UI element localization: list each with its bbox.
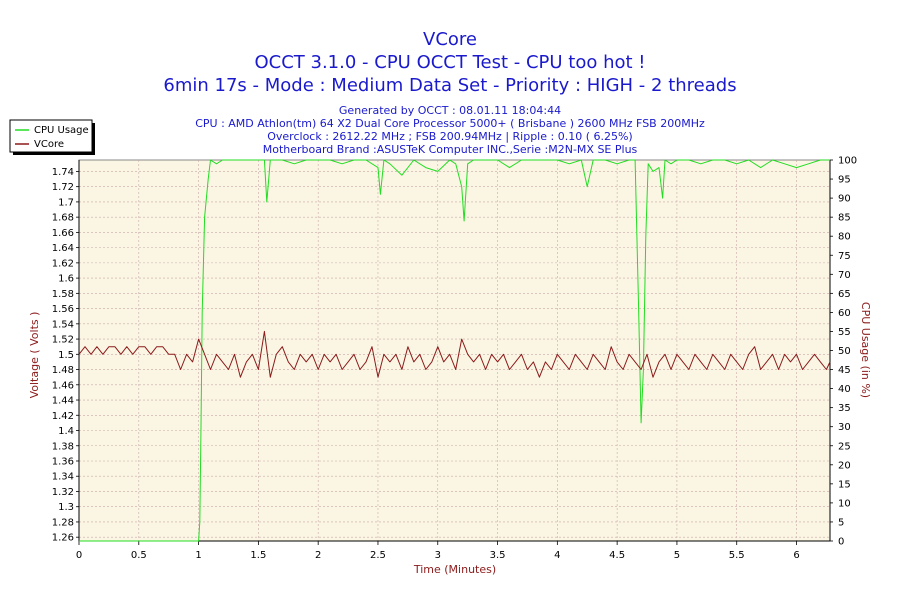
y-tick-label: 1.62: [52, 258, 74, 269]
x-tick-label: 0: [76, 550, 82, 561]
axis-ticks: 1.26 1.28 1.3 1.32 1.34 1.36 1.38 1.4 1.42 1.44 1.…: [52, 156, 857, 562]
legend-cpu-usage-label: CPU Usage: [34, 125, 89, 136]
y2-tick-label: 40: [838, 384, 851, 395]
series-lines: [78, 159, 831, 542]
y-tick-label: 1.56: [52, 304, 74, 315]
x-tick-label: 3: [435, 550, 441, 561]
y2-tick-label: 10: [838, 498, 851, 509]
chart-subtitle-2: 6min 17s - Mode : Medium Data Set - Prio…: [163, 75, 736, 96]
y2-tick-label: 60: [838, 308, 851, 319]
y-tick-label: 1.44: [52, 396, 74, 407]
y-tick-label: 1.6: [58, 274, 74, 285]
legend: CPU Usage VCore: [9, 119, 95, 155]
y-tick-label: 1.32: [52, 487, 74, 498]
y-tick-label: 1.28: [52, 517, 74, 528]
info-overclock: Overclock : 2612.22 MHz ; FSB 200.94MHz …: [267, 130, 632, 143]
y-tick-label: 1.74: [52, 167, 74, 178]
x-tick-label: 1.5: [250, 550, 266, 561]
x-tick-label: 4: [554, 550, 560, 561]
chart-title: VCore: [423, 29, 477, 50]
y-tick-label: 1.38: [52, 441, 74, 452]
y-tick-label: 1.68: [52, 213, 74, 224]
y2-tick-label: 5: [838, 517, 844, 528]
x-tick-label: 4.5: [609, 550, 625, 561]
info-cpu: CPU : AMD Athlon(tm) 64 X2 Dual Core Pro…: [195, 117, 705, 130]
y-tick-label: 1.42: [52, 411, 74, 422]
y-tick-label: 1.64: [52, 243, 74, 254]
y2-tick-label: 80: [838, 232, 851, 243]
legend-vcore-label: VCore: [34, 139, 64, 150]
x-tick-label: 6: [793, 550, 799, 561]
y-tick-label: 1.48: [52, 365, 74, 376]
y-axis-label: Voltage ( Volts ): [28, 312, 41, 399]
y-tick-label: 1.72: [52, 182, 74, 193]
info-motherboard: Motherboard Brand :ASUSTeK Computer INC.…: [263, 143, 638, 156]
y2-tick-label: 15: [838, 479, 851, 490]
y2-tick-label: 0: [838, 537, 844, 548]
y2-tick-label: 95: [838, 175, 851, 186]
y2-tick-label: 50: [838, 346, 851, 357]
y-tick-label: 1.52: [52, 335, 74, 346]
chart-subtitle-1: OCCT 3.1.0 - CPU OCCT Test - CPU too hot…: [254, 52, 645, 73]
y-tick-label: 1.34: [52, 472, 74, 483]
x-tick-label: 3.5: [490, 550, 506, 561]
y2-tick-label: 90: [838, 194, 851, 205]
series-line-cpu-usage: [79, 159, 830, 542]
y2-tick-label: 45: [838, 365, 851, 376]
x-tick-label: 2.5: [370, 550, 386, 561]
y-tick-label: 1.3: [58, 502, 74, 513]
y-tick-label: 1.46: [52, 380, 74, 391]
y2-tick-label: 85: [838, 213, 851, 224]
y-tick-label: 1.36: [52, 456, 74, 467]
y2-tick-label: 75: [838, 251, 851, 262]
y-tick-label: 1.54: [52, 319, 74, 330]
y2-tick-label: 70: [838, 270, 851, 281]
y2-tick-label: 20: [838, 460, 851, 471]
y2-axis-label: CPU Usage (in %): [859, 302, 872, 398]
series-line-vcore: [78, 330, 831, 378]
y2-tick-label: 100: [838, 156, 857, 167]
y2-tick-label: 65: [838, 289, 851, 300]
y-tick-label: 1.26: [52, 533, 74, 544]
info-generated: Generated by OCCT : 08.01.11 18:04:44: [339, 104, 561, 117]
x-tick-label: 5: [674, 550, 680, 561]
y-tick-label: 1.66: [52, 228, 74, 239]
x-axis-label: Time (Minutes): [413, 563, 496, 576]
x-tick-label: 0.5: [131, 550, 147, 561]
x-tick-label: 5.5: [729, 550, 745, 561]
y-tick-label: 1.4: [58, 426, 74, 437]
legend-box: [9, 119, 93, 153]
y-tick-label: 1.5: [58, 350, 74, 361]
x-tick-label: 2: [315, 550, 321, 561]
y2-tick-label: 35: [838, 403, 851, 414]
y-tick-label: 1.58: [52, 289, 74, 300]
x-tick-label: 1: [195, 550, 201, 561]
y2-tick-label: 25: [838, 441, 851, 452]
y2-tick-label: 55: [838, 327, 851, 338]
y2-tick-label: 30: [838, 422, 851, 433]
y-tick-label: 1.7: [58, 197, 74, 208]
